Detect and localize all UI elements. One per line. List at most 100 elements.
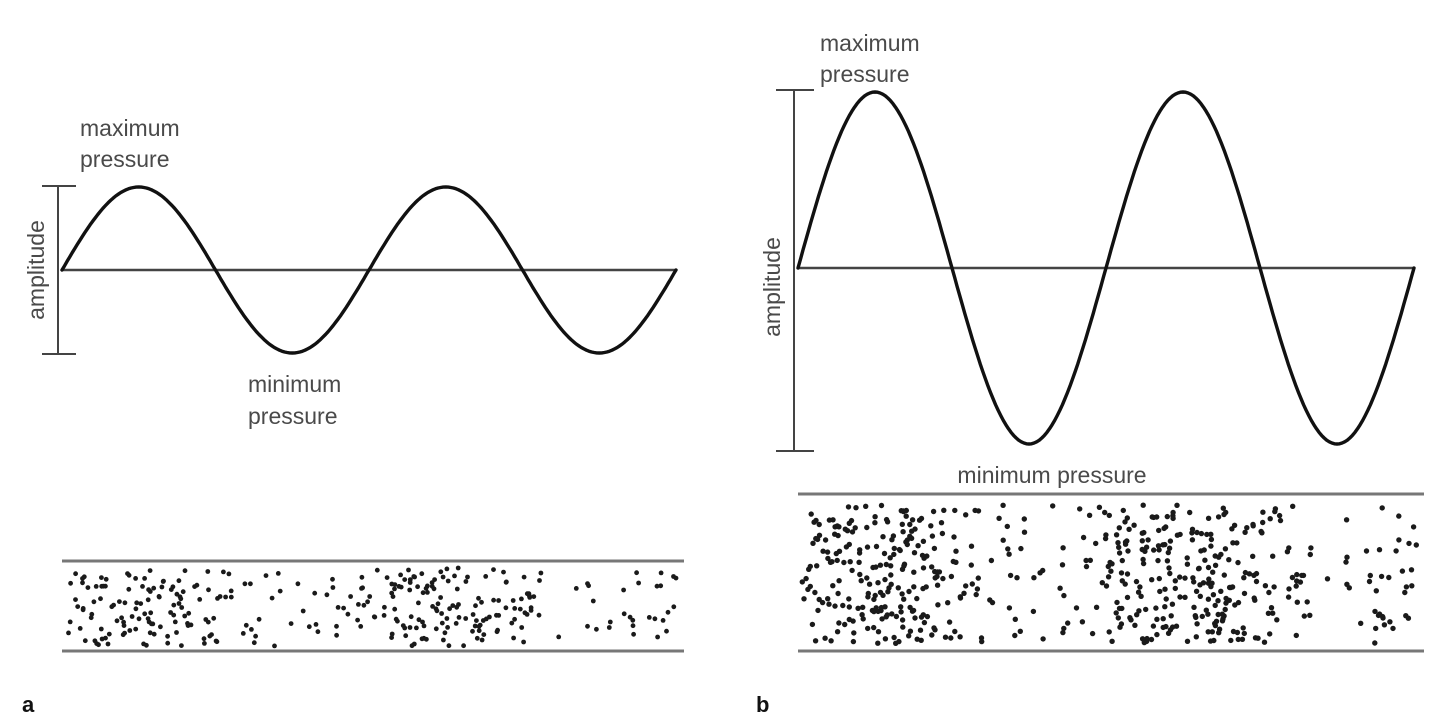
panel-a-particle-dot [474, 618, 479, 623]
panel-b-particle-dot [1128, 617, 1134, 623]
panel-b-particle-dot [883, 614, 889, 620]
panel-a-particle-dot [345, 611, 351, 617]
panel-b-particle-dot [1165, 549, 1172, 556]
panel-a: maximum pressure amplitude minimum press… [22, 115, 684, 717]
panel-b-particle-dot [1135, 589, 1142, 595]
panel-a-particle-dot [211, 615, 217, 621]
panel-b-particle-dot [909, 517, 916, 523]
panel-b-particle-dot [1413, 542, 1420, 548]
panel-a-particle-dot [205, 569, 211, 574]
panel-b-particle-dot [1050, 503, 1056, 509]
panel-a-particle-dot [444, 566, 450, 572]
panel-b-particle-dot [1155, 557, 1161, 564]
panel-b-particle-dot [1184, 561, 1191, 567]
panel-b-particle-dot [1228, 637, 1234, 644]
panel-b-particle-dot [1108, 568, 1114, 574]
panel-b-particle-dot [1267, 516, 1273, 522]
panel-a-particle-dot [209, 632, 214, 637]
panel-a-particle-dot [440, 574, 446, 580]
panel-b-particle-dot [1189, 537, 1196, 543]
panel-b-particle-dot [1061, 592, 1067, 599]
panel-a-particle-dot [627, 614, 633, 620]
panel-b-particle-dot [1344, 581, 1350, 587]
panel-a-particle-dot [77, 626, 83, 631]
panel-b-particle-dot [1235, 636, 1242, 643]
panel-b-particle-dot [1241, 575, 1247, 581]
panel-b-particle-dot [1208, 536, 1215, 543]
panel-b-particle-dot [833, 550, 839, 557]
panel-a-particle-dot [473, 603, 478, 609]
panel-a-particle-dot [341, 605, 346, 611]
panel-b-particle-dot [864, 575, 870, 581]
panel-b-particle-dot [1221, 572, 1228, 578]
panel-b-particle-dot [1293, 583, 1299, 589]
panel-a-particle-dot [556, 634, 562, 640]
panel-b-particle-dot [963, 583, 969, 589]
panel-b-particle-dot [1162, 586, 1168, 592]
panel-b-particle-dot [1212, 602, 1218, 609]
panel-a-particle-dot [151, 631, 157, 637]
panel-b-particle-dot [1193, 614, 1199, 621]
panel-b-particle-dot [930, 508, 937, 515]
panel-a-particle-dot [133, 576, 139, 581]
panel-a-particle-dot [103, 576, 109, 582]
panel-b-particle-dot [826, 601, 832, 607]
panel-b-particle-dot [889, 537, 895, 543]
panel-b-particle-dot [1172, 585, 1179, 592]
panel-b-particle-dot [1140, 560, 1147, 567]
panel-b-particle-dot [1270, 553, 1276, 559]
panel-b-particle-dot [806, 566, 812, 572]
panel-a-particle-dot [463, 616, 469, 621]
panel-b-particle-dot [1148, 636, 1155, 643]
panel-b-particle-dot [1293, 632, 1300, 639]
panel-a-particle-dot [381, 613, 387, 618]
panel-b-particle-dot [1208, 583, 1214, 590]
panel-a-particle-dot [398, 572, 403, 578]
panel-b-particle-dot [1277, 517, 1284, 524]
panel-a-particle-dot [416, 600, 421, 606]
panel-b-particle-dot [1172, 578, 1179, 584]
panel-b-particle-dot [900, 508, 907, 515]
panel-a-particle-dot [171, 612, 177, 618]
panel-b-particle-dot [1116, 544, 1122, 550]
panel-b-particle-dot [1018, 545, 1024, 552]
panel-b-particle-dot [1307, 551, 1314, 558]
panel-a-particle-dot [186, 610, 192, 616]
panel-b-particle-dot [1187, 509, 1193, 516]
panel-a-particle-dot [654, 583, 660, 589]
panel-a-particle-dot [476, 595, 481, 601]
panel-a-particle-dot [445, 625, 450, 630]
panel-b-particle-dot [1252, 597, 1258, 603]
panel-b-particle-dot [864, 544, 871, 550]
panel-b-particle-dot [865, 590, 871, 597]
panel-a-particle-dot [392, 582, 398, 587]
panel-b-particle-dot [1274, 617, 1280, 623]
panel-b-particle-dot [1373, 588, 1380, 594]
panel-a-particle-dot [367, 594, 373, 599]
panel-a-particle-dot [414, 625, 419, 631]
panel-a-particle-dot [312, 590, 318, 596]
panel-b-particle-dot [920, 612, 926, 618]
panel-b-particle-dot [1118, 621, 1125, 627]
panel-b-particle-dot [1182, 575, 1188, 581]
panel-b-particle-dot [899, 521, 905, 527]
panel-a-particle-dot [491, 567, 496, 572]
panel-a-particle-dot [407, 625, 413, 630]
panel-b-particle-dot [875, 640, 881, 646]
panel-b-particle-dot [1099, 580, 1106, 586]
panel-b-particle-dot [1372, 608, 1378, 615]
panel-a-particle-dot [517, 606, 523, 612]
panel-b-particle-dot [1205, 515, 1212, 521]
panel-b-particle-dot [895, 585, 901, 591]
panel-b-particle-dot [1304, 599, 1310, 605]
panel-b-particle-dot [1276, 512, 1283, 519]
panel-b-particle-dot [1109, 638, 1115, 644]
panel-b-particle-dot [1219, 611, 1226, 617]
panel-b-particle-dot [850, 618, 856, 624]
panel-a-particle-dot [521, 574, 527, 580]
panel-b-particle-dot [953, 548, 959, 554]
panel-a-particle-dot [85, 585, 91, 590]
panel-b-particle-dot [919, 552, 926, 559]
panel-b-particle-dot [1363, 548, 1370, 554]
panel-b-particle-dot [1216, 554, 1222, 560]
